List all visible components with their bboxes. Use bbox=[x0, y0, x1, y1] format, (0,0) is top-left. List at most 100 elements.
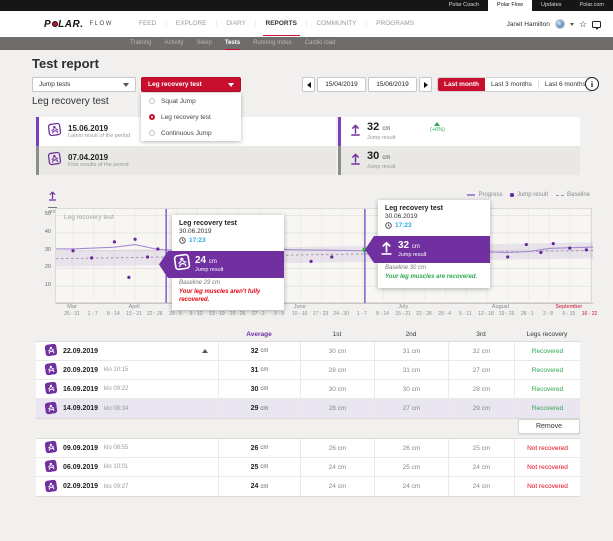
topbar-tab-polar-com[interactable]: Polar.com bbox=[579, 2, 604, 8]
tooltip-jump-caption: Jump result bbox=[398, 252, 427, 258]
accent-bar bbox=[338, 117, 341, 146]
range-button-last-month[interactable]: Last month bbox=[438, 78, 486, 91]
dropdown-option-continuous-jump[interactable]: Continuous Jump bbox=[141, 125, 241, 141]
legend-item-progress: Progress bbox=[467, 192, 502, 198]
column-header-2nd[interactable]: 2nd bbox=[405, 330, 417, 338]
nav-item-diary[interactable]: DIARY bbox=[226, 20, 246, 27]
dropdown-option-leg-recovery-test[interactable]: Leg recovery test bbox=[141, 109, 241, 125]
radio-selected-icon[interactable] bbox=[149, 114, 155, 120]
subnav-item-sleep[interactable]: Sleep bbox=[196, 40, 212, 46]
trend-up-icon bbox=[434, 122, 441, 126]
subnav-item-running-index[interactable]: Running Index bbox=[253, 40, 292, 46]
remove-button[interactable]: Remove bbox=[518, 419, 580, 434]
test-date: 14.09.2019 bbox=[63, 405, 99, 412]
previous-period-button[interactable] bbox=[302, 77, 315, 92]
leg-recovery-chart[interactable] bbox=[55, 209, 594, 304]
user-avatar[interactable] bbox=[554, 19, 565, 29]
date-from-input[interactable] bbox=[317, 77, 366, 92]
table-row[interactable]: 09.09.2019 klo 08:55 26 cm 26 cm 26 cm 25 cm No… bbox=[36, 439, 580, 458]
nav-item-programs[interactable]: PROGRAMS bbox=[376, 20, 415, 27]
test-time: klo 09:22 bbox=[104, 386, 129, 392]
test-date: 02.09.2019 bbox=[63, 483, 99, 490]
user-menu[interactable]: Janet Hamilton bbox=[507, 11, 601, 37]
date-to-input[interactable] bbox=[368, 77, 417, 92]
chart-title: Leg recovery test bbox=[64, 214, 114, 221]
tooltip-jump-unit: cm bbox=[411, 244, 420, 250]
nav-item-explore[interactable]: EXPLORE bbox=[175, 20, 207, 27]
test-date: 16.09.2019 bbox=[63, 385, 99, 393]
first-jump-caption: Jump result bbox=[367, 164, 396, 170]
attempt-2-cell: 25 cm bbox=[374, 458, 448, 476]
nav-item-reports[interactable]: REPORTS bbox=[257, 11, 306, 37]
range-button-last-6-months[interactable]: Last 6 months bbox=[544, 81, 586, 88]
jump-height-icon bbox=[380, 240, 393, 260]
topbar-tab-updates[interactable]: Updates bbox=[541, 2, 562, 8]
legs-recovery-status: Not recovered bbox=[514, 458, 580, 476]
legs-recovery-status: Recovered bbox=[514, 361, 580, 379]
test-date-cell: 14.09.2019 klo 08:34 bbox=[36, 399, 218, 418]
column-header-1st[interactable]: 1st bbox=[332, 330, 342, 338]
topbar-tab-polar-coach[interactable]: Polar Coach bbox=[448, 2, 480, 8]
subnav-item-activity[interactable]: Activity bbox=[164, 40, 184, 46]
average-value: 24 bbox=[250, 483, 259, 490]
clock-icon bbox=[385, 222, 392, 229]
arrow-left-icon bbox=[306, 81, 311, 88]
table-row[interactable]: 14.09.2019 klo 08:34 29 cm 28 cm 27 cm 29 cm Re… bbox=[36, 399, 580, 418]
x-axis-week: 8 - 14 bbox=[376, 311, 389, 317]
logo-o-dot bbox=[51, 21, 58, 27]
next-period-button[interactable] bbox=[419, 77, 432, 92]
x-axis-week: 17 - 23 bbox=[312, 311, 329, 317]
table-row[interactable]: 02.09.2019 klo 09:27 24 cm 24 cm 24 cm 24 cm No… bbox=[36, 477, 580, 496]
nav-item-community[interactable]: COMMUNITY bbox=[316, 20, 357, 27]
test-type-dropdown[interactable]: Leg recovery test bbox=[141, 77, 241, 92]
test-type-dropdown-label: Leg recovery test bbox=[148, 81, 202, 88]
dropdown-option-squat-jump[interactable]: Squat Jump bbox=[141, 93, 241, 109]
average-value: 25 bbox=[250, 463, 259, 471]
x-axis-week: 10 - 16 bbox=[291, 311, 308, 317]
average-unit: cm bbox=[260, 386, 269, 392]
subnav-item-cardio-load[interactable]: Cardio load bbox=[304, 40, 336, 46]
table-row[interactable]: 22.09.2019 32 cm 30 cm 31 cm 32 cm Recovered bbox=[36, 342, 580, 361]
attempt-3-cell: 25 cm bbox=[448, 439, 514, 457]
y-axis-tick: 50 bbox=[44, 211, 51, 218]
chevron-down-icon[interactable] bbox=[569, 22, 574, 26]
main-nav-items: FEED | EXPLORE | DIARY | REPORTS | COMMUNITY | PRO… bbox=[130, 11, 423, 37]
feedback-chat-icon[interactable] bbox=[592, 20, 601, 30]
sort-ascending-icon[interactable] bbox=[202, 349, 208, 353]
chart-plot[interactable] bbox=[55, 208, 594, 304]
x-axis-month-august: August bbox=[491, 304, 510, 310]
tooltip-jump-unit: cm bbox=[208, 259, 217, 265]
polar-flow-logo[interactable]: P L A R. FLOW bbox=[44, 11, 113, 37]
jump-tests-dropdown[interactable]: Jump tests bbox=[32, 77, 136, 92]
latest-jump-unit: cm bbox=[382, 126, 391, 132]
radio-icon[interactable] bbox=[149, 130, 155, 136]
radio-icon[interactable] bbox=[149, 98, 155, 104]
info-button[interactable] bbox=[585, 77, 599, 91]
topbar-tab-polar-flow[interactable]: Polar Flow bbox=[488, 0, 533, 11]
column-header-average[interactable]: Average bbox=[246, 330, 272, 338]
table-row[interactable]: 06.09.2019 klo 10:01 25 cm 24 cm 25 cm 24 cm No… bbox=[36, 458, 580, 477]
attempt-3-cell: 28 cm bbox=[448, 380, 514, 398]
average-unit: cm bbox=[260, 405, 269, 412]
average-cell: 26 cm bbox=[218, 439, 300, 457]
favorites-star-icon[interactable] bbox=[579, 19, 587, 29]
table-row[interactable]: 20.09.2019 klo 10:15 31 cm 28 cm 31 cm 27 cm Re… bbox=[36, 361, 580, 380]
attempt-2-cell: 24 cm bbox=[374, 477, 448, 496]
logo-letter: R bbox=[72, 18, 81, 30]
average-value: 30 bbox=[250, 385, 259, 393]
tooltip-message: Your leg muscles aren't fully recovered. bbox=[179, 289, 261, 303]
x-axis-month-mar: Mar bbox=[67, 304, 77, 310]
column-header-3rd[interactable]: 3rd bbox=[476, 330, 486, 338]
chart-tooltip-recovered: Leg recovery test 30.06.2019 17:23 32 cm… bbox=[365, 200, 490, 288]
squat-jump-icon bbox=[47, 122, 62, 141]
nav-item-feed[interactable]: FEED bbox=[139, 20, 157, 27]
tooltip-baseline: Baseline 29 cm bbox=[179, 280, 221, 286]
chevron-down-icon bbox=[123, 82, 129, 87]
column-header-legs-recovery[interactable]: Legs recovery bbox=[526, 330, 568, 338]
range-button-last-3-months[interactable]: Last 3 months bbox=[491, 81, 532, 88]
table-row[interactable]: 16.09.2019 klo 09:22 30 cm 30 cm 30 cm 28 cm Re… bbox=[36, 380, 580, 399]
attempt-1-cell: 28 cm bbox=[300, 399, 374, 418]
user-name[interactable]: Janet Hamilton bbox=[506, 20, 550, 28]
subnav-item-training[interactable]: Training bbox=[130, 40, 152, 46]
subnav-item-tests[interactable]: Tests bbox=[224, 37, 241, 50]
